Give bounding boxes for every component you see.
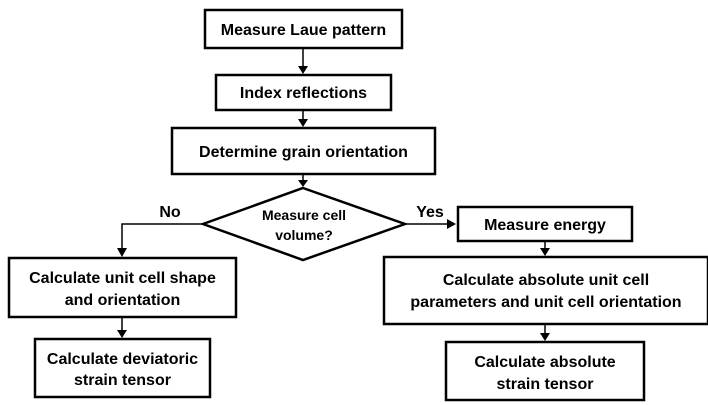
node-calculate-absolute-unit-cell-parameters: Calculate absolute unit cell parameters …: [382, 255, 708, 326]
arrowhead: [540, 248, 550, 256]
node-calculate-absolute-strain-tensor: Calculate absolute strain tensor: [444, 340, 646, 402]
arrowhead: [117, 330, 127, 338]
node-label: Index reflections: [240, 85, 367, 102]
node-index-reflections: Index reflections: [214, 73, 393, 112]
arrowhead: [298, 180, 308, 187]
arrowhead: [447, 219, 456, 229]
node-calculate-unit-cell-shape: Calculate unit cell shape and orientatio…: [7, 256, 238, 319]
node-label-line-1: Calculate absolute unit cell: [443, 272, 649, 289]
node-label: Measure energy: [484, 217, 606, 234]
node-label-line-2: parameters and unit cell orientation: [410, 294, 681, 311]
node-measure-laue-pattern: Measure Laue pattern: [203, 8, 404, 50]
arrow-no-branch: [121, 223, 203, 249]
node-label-line-1: Calculate unit cell shape: [29, 270, 216, 287]
node-calculate-deviatoric-strain-tensor: Calculate deviatoric strain tensor: [33, 337, 212, 399]
branch-label-yes: Yes: [416, 204, 444, 221]
node-label-line-1: Calculate deviatoric: [47, 351, 198, 368]
node-label-line-2: strain tensor: [74, 372, 171, 389]
node-label: Determine grain orientation: [199, 144, 408, 161]
node-label-line-2: strain tensor: [497, 376, 594, 393]
arrowhead: [298, 66, 308, 74]
node-determine-grain-orientation: Determine grain orientation: [170, 126, 437, 176]
branch-label-no: No: [159, 204, 181, 221]
node-label-line-2: and orientation: [65, 292, 181, 309]
node-label-line-1: Calculate absolute: [474, 354, 615, 371]
node-label: Measure Laue pattern: [221, 22, 386, 39]
arrowhead: [117, 248, 127, 257]
arrowhead: [298, 119, 308, 127]
arrowhead: [540, 333, 550, 341]
decision-label-line-2: volume?: [275, 227, 333, 243]
node-measure-energy: Measure energy: [456, 205, 634, 243]
connectors: [117, 48, 550, 341]
decision-label-line-1: Measure cell: [262, 207, 346, 223]
decision-measure-cell-volume: Measure cell volume?: [199, 186, 409, 262]
